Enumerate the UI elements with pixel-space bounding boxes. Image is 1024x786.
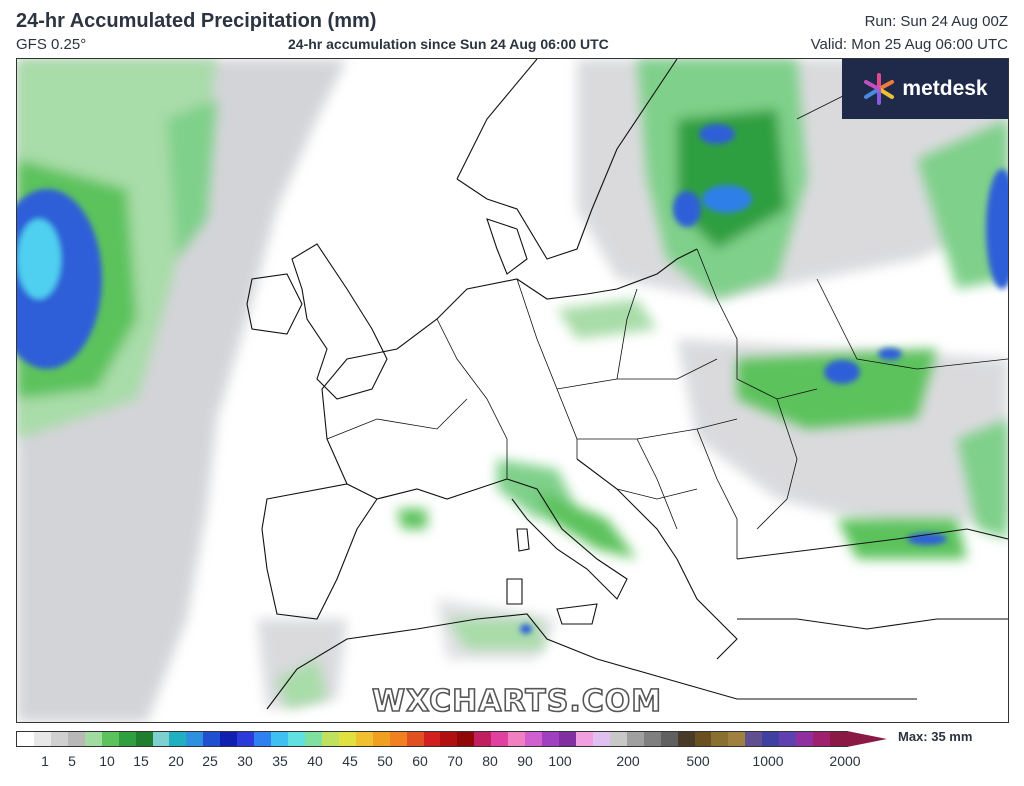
colorbar-cell [271, 732, 288, 746]
colorbar-cell [84, 732, 102, 746]
colorbar-cell [389, 732, 407, 746]
colorbar-cell [101, 732, 119, 746]
colorbar-tick-label: 80 [482, 753, 498, 769]
colorbar-cell [626, 732, 644, 746]
colorbar-cell [440, 732, 458, 746]
colorbar-cell [321, 732, 339, 746]
colorbar-cell [694, 732, 712, 746]
colorbar-tick-label: 1 [41, 753, 49, 769]
colorbar-cell [711, 732, 729, 746]
colorbar-tick-label: 35 [272, 753, 288, 769]
colorbar-cell [474, 732, 492, 746]
metdesk-star-icon [864, 73, 895, 105]
colorbar-cell [609, 732, 627, 746]
colorbar-tick-label: 2000 [829, 753, 861, 769]
colorbar-cell [152, 732, 170, 746]
precipitation-colorbar [16, 731, 848, 747]
colorbar-cell [728, 732, 746, 746]
colorbar-cell [491, 732, 509, 746]
colorbar-tick-label: 5 [68, 753, 76, 769]
colorbar-cell [355, 732, 373, 746]
colorbar-tick-label: 50 [377, 753, 393, 769]
colorbar-tick-label: 200 [616, 753, 640, 769]
colorbar-cell [33, 732, 51, 746]
colorbar-cell [575, 732, 593, 746]
colorbar-cell [169, 732, 187, 746]
colorbar-cell [796, 732, 814, 746]
colorbar-cell [135, 732, 153, 746]
colorbar-max-arrow [847, 731, 887, 747]
colorbar-cell [67, 732, 85, 746]
valid-time-label: Valid: Mon 25 Aug 06:00 UTC [810, 36, 1008, 53]
colorbar-tick-label: 15 [133, 753, 149, 769]
colorbar-cell [423, 732, 441, 746]
precip-blue-cores [17, 124, 1008, 634]
colorbar-cell [813, 732, 830, 746]
colorbar-cell [508, 732, 526, 746]
country-borders [326, 78, 1008, 559]
colorbar-cell [660, 732, 678, 746]
metdesk-logo-text: metdesk [902, 77, 988, 100]
colorbar-tick-label: 90 [517, 753, 533, 769]
colorbar-cell [203, 732, 221, 746]
colorbar-cell [779, 732, 797, 746]
colorbar-cell [237, 732, 255, 746]
colorbar-tick-label: 100 [548, 753, 572, 769]
colorbar-cell [525, 732, 543, 746]
colorbar-cell [643, 732, 661, 746]
colorbar-tick-label: 1000 [752, 753, 784, 769]
colorbar-cell [762, 732, 780, 746]
colorbar-cell [220, 732, 238, 746]
colorbar-tick-label: 70 [447, 753, 463, 769]
colorbar-tick-label: 10 [99, 753, 115, 769]
colorbar-tick-label: 500 [686, 753, 710, 769]
colorbar-tick-label: 60 [412, 753, 428, 769]
coastlines [246, 59, 1008, 710]
colorbar-cell [745, 732, 763, 746]
colorbar-cell [372, 732, 390, 746]
run-time-label: Run: Sun 24 Aug 00Z [864, 13, 1008, 30]
colorbar-cell [50, 732, 68, 746]
colorbar-cell [288, 732, 305, 746]
colorbar-cell [677, 732, 695, 746]
wxcharts-watermark: WXCHARTS.COM [371, 683, 663, 720]
metdesk-logo: metdesk [842, 59, 1008, 119]
colorbar-tick-label: 20 [168, 753, 184, 769]
colorbar-cell [17, 732, 34, 746]
colorbar-cell [542, 732, 559, 746]
colorbar-tick-label: 45 [342, 753, 358, 769]
accumulation-subtitle: 24-hr accumulation since Sun 24 Aug 06:0… [288, 36, 609, 52]
colorbar-cell [559, 732, 576, 746]
colorbar-cell [592, 732, 610, 746]
colorbar-cell [406, 732, 424, 746]
colorbar-cell [457, 732, 475, 746]
precipitation-map[interactable]: metdesk WXCHARTS.COM [16, 58, 1009, 723]
colorbar-cell [830, 732, 847, 746]
chart-title: 24-hr Accumulated Precipitation (mm) [16, 10, 377, 32]
model-label: GFS 0.25° [16, 36, 87, 53]
colorbar-max-label: Max: 35 mm [898, 729, 973, 744]
colorbar-cell [254, 732, 272, 746]
map-canvas [17, 59, 1008, 722]
colorbar-cell [118, 732, 136, 746]
colorbar-tick-label: 40 [307, 753, 323, 769]
colorbar-cell [186, 732, 204, 746]
colorbar-tick-label: 25 [202, 753, 218, 769]
colorbar-tick-label: 30 [237, 753, 253, 769]
colorbar-cell [338, 732, 356, 746]
colorbar-cell [304, 732, 322, 746]
